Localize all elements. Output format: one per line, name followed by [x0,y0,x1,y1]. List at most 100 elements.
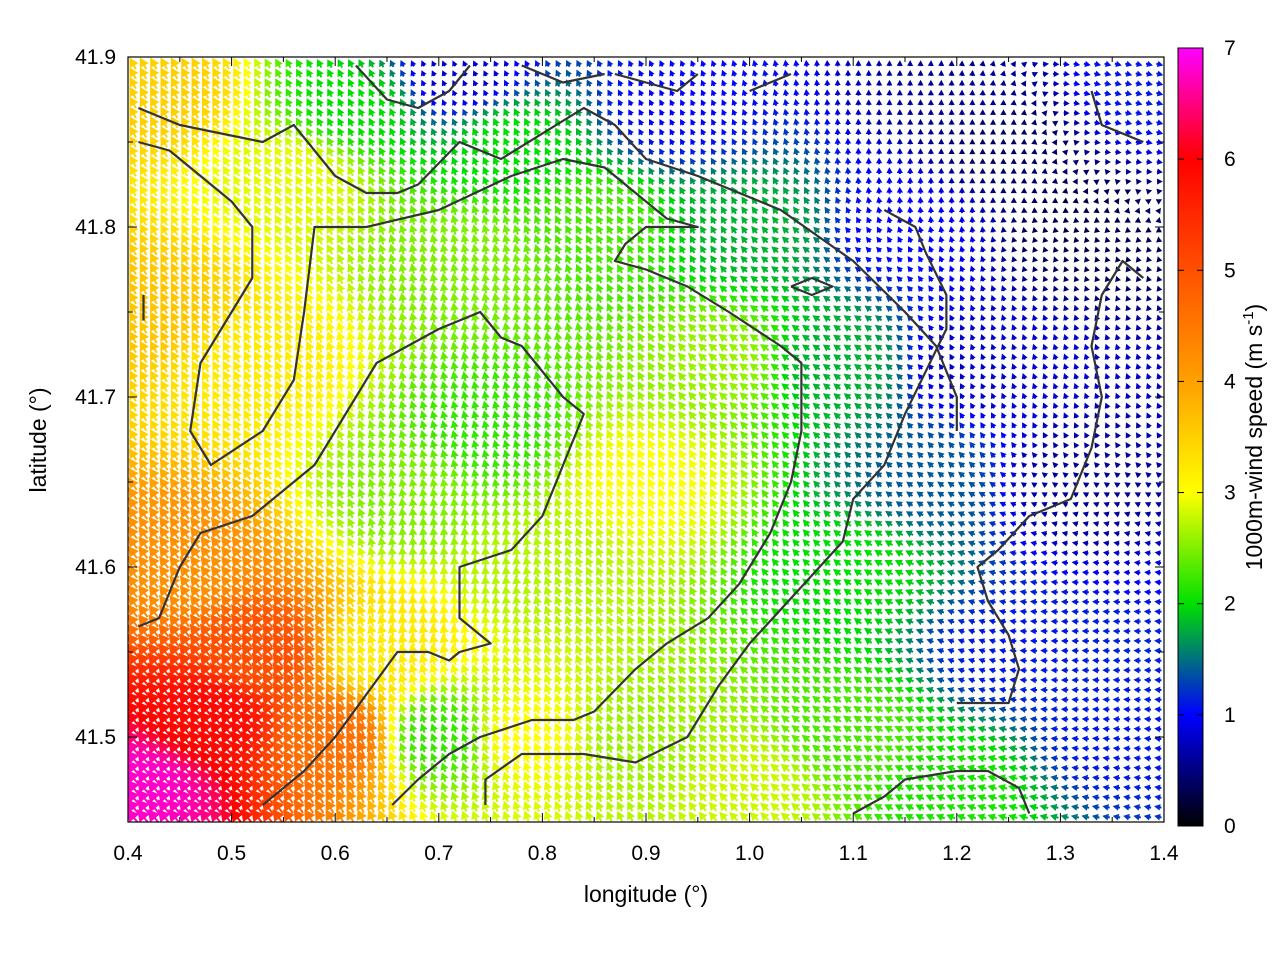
wind-arrow [441,60,448,67]
wind-arrow [168,789,181,805]
wind-arrow [211,468,222,481]
wind-arrow [586,59,593,68]
wind-arrow [690,157,697,165]
wind-arrow [150,214,159,226]
wind-arrows [128,57,1164,822]
wind-arrow [138,585,150,598]
wind-arrow [139,429,149,442]
wind-arrow [150,185,159,197]
wind-arrow [181,350,191,363]
wind-arrow [202,224,211,236]
wind-arrow [199,711,212,726]
wind-arrow [139,399,149,412]
wind-arrow [210,585,222,598]
wind-arrow [180,487,191,501]
wind-arrow [669,109,676,116]
wind-arrow [150,223,160,236]
wind-arrow [139,184,149,197]
wind-arrow [181,331,191,344]
wind-arrow [157,662,171,678]
wind-arrow [201,419,211,432]
wind-arrow [576,69,583,78]
wind-arrow [178,799,192,814]
wind-arrow [160,175,170,187]
wind-arrow [139,409,149,422]
wind-arrow [720,265,728,274]
wind-arrow [157,770,171,785]
wind-arrow [149,262,160,276]
wind-arrow [139,194,149,207]
wind-arrow [431,79,437,87]
wind-arrow [170,448,180,461]
wind-arrow [147,643,160,658]
wind-arrow [752,138,759,146]
wind-arrow [659,60,665,67]
wind-arrow [731,128,738,136]
wind-arrow [139,389,149,402]
wind-arrow [710,157,717,166]
wind-arrow [200,536,212,550]
wind-arrow [200,546,212,559]
wind-arrow [178,731,192,746]
wind-arrow [700,235,707,244]
wind-arrow [139,262,149,275]
wind-arrow [149,272,160,285]
wind-arrow [181,262,191,275]
wind-arrow [199,682,212,697]
wind-arrow [139,253,149,266]
wind-arrow [160,252,170,266]
wind-arrow [648,99,655,106]
wind-arrow [170,204,180,216]
wind-arrow [170,350,180,363]
wind-arrow [128,711,140,726]
wind-arrow [210,633,223,648]
wind-arrow [659,69,665,77]
wind-arrow [129,350,139,363]
wind-arrow [179,546,191,559]
wind-arrow [514,79,520,87]
wind-arrow [138,604,150,618]
wind-arrow [129,135,139,148]
wind-arrow [741,89,748,97]
wind-arrow [150,311,160,324]
wind-arrow [159,477,170,491]
wind-arrow [199,652,212,668]
wind-arrow [129,429,139,442]
wind-arrow [617,109,624,116]
wind-arrow [524,79,531,87]
wind-arrow [783,167,790,176]
wind-arrow [150,86,160,99]
wind-arrow [617,60,624,67]
wind-arrow [700,215,707,225]
wind-arrow [170,57,180,70]
wind-arrow [128,770,140,785]
wind-arrow [168,662,181,678]
wind-arrow [170,458,180,471]
wind-arrow [209,750,223,766]
wind-arrow [210,565,222,579]
wind-arrow [129,194,139,207]
wind-arrow [158,623,171,638]
wind-arrow [690,118,696,126]
wind-arrow [137,652,150,668]
wind-arrow [128,799,140,814]
wind-arrow [178,662,192,678]
wind-arrow [178,682,192,697]
wind-arrow [607,79,614,87]
wind-arrow [607,69,614,77]
wind-arrow [710,60,717,67]
wind-arrow [180,477,191,491]
wind-arrow [191,321,201,334]
wind-arrow [170,429,180,441]
wind-arrow [137,662,150,678]
wind-arrow [189,633,202,648]
wind-arrow [710,215,718,225]
wind-arrow [150,321,160,334]
wind-arrow [129,272,139,285]
wind-arrow [181,282,191,295]
wind-arrow [170,96,180,109]
wind-arrow [148,565,160,579]
wind-arrow [493,70,500,77]
wind-arrow [171,194,180,206]
wind-arrow [710,225,718,234]
